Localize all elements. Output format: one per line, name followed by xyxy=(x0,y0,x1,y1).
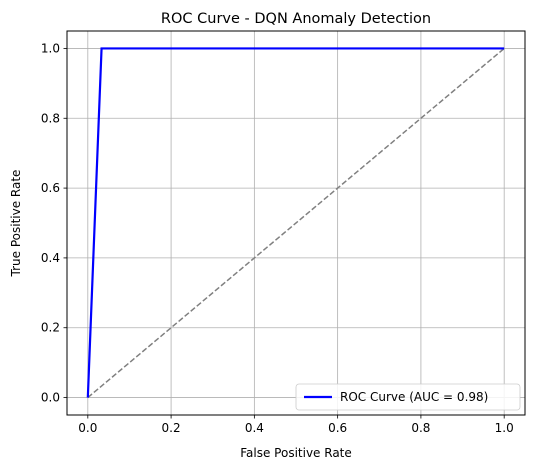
ticks: 0.0 0.2 0.4 0.6 0.8 1.0 0.0 0.2 0.4 0.6 0.8 1.0 xyxy=(41,41,514,435)
roc-curve-line xyxy=(86,47,505,398)
y-tick-label: 1.0 xyxy=(41,41,60,55)
y-tick-label: 0.0 xyxy=(41,391,60,405)
series-layer xyxy=(86,47,505,399)
y-tick-label: 0.4 xyxy=(41,251,60,265)
y-tick-label: 0.8 xyxy=(41,111,60,125)
x-tick-label: 0.2 xyxy=(162,421,181,435)
legend-box xyxy=(295,383,521,411)
diagonal-reference-line xyxy=(87,47,505,399)
x-tick-label: 0.0 xyxy=(78,421,97,435)
x-tick-label: 0.4 xyxy=(245,421,264,435)
chart-title: ROC Curve - DQN Anomaly Detection xyxy=(161,11,431,27)
y-axis-label: True Positive Rate xyxy=(9,170,23,278)
x-tick-label: 1.0 xyxy=(495,421,514,435)
y-tick-label: 0.6 xyxy=(41,181,60,195)
legend: ROC Curve (AUC = 0.98) xyxy=(295,383,521,411)
plot-frame xyxy=(66,30,526,416)
x-tick-label: 0.6 xyxy=(328,421,347,435)
x-axis-label: False Positive Rate xyxy=(240,446,352,460)
x-tick-label: 0.8 xyxy=(411,421,430,435)
grid xyxy=(67,31,525,415)
y-tick-label: 0.2 xyxy=(41,321,60,335)
legend-label: ROC Curve (AUC = 0.98) xyxy=(340,390,488,404)
